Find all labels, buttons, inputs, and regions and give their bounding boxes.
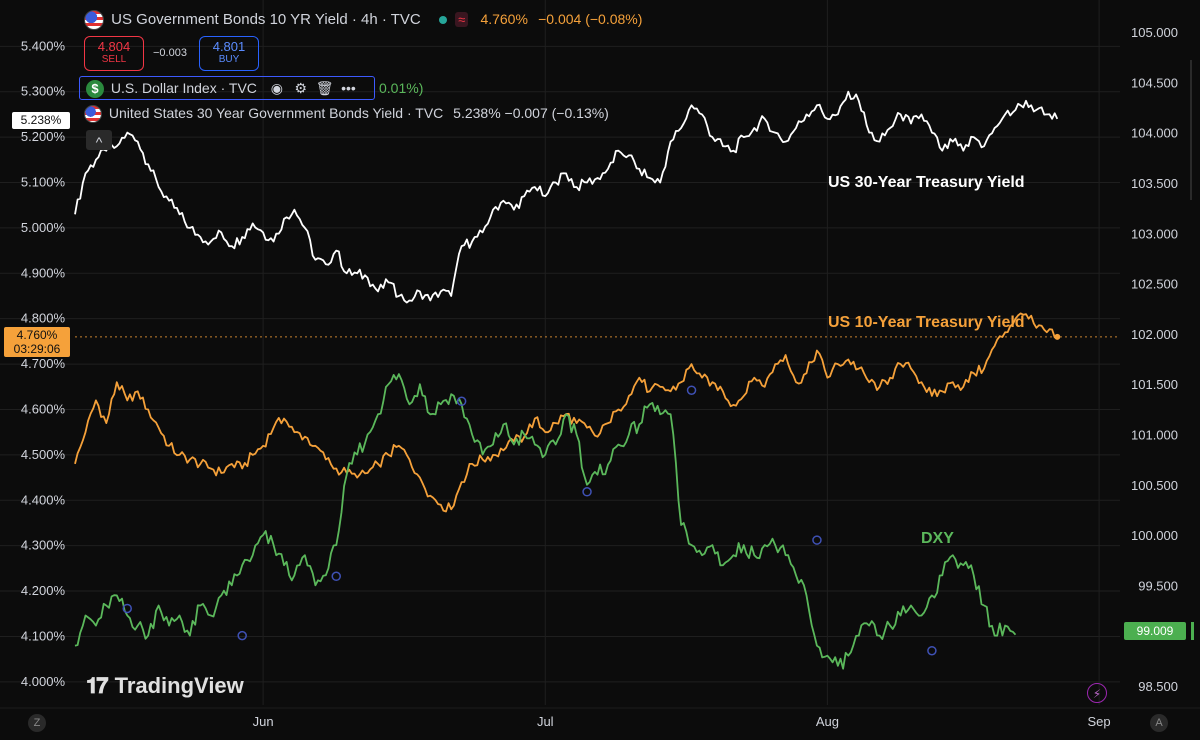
us10-price-tag-value: 4.760% <box>16 328 58 342</box>
tradingview-logo[interactable]: 𝟏𝟕 TradingView <box>86 673 244 699</box>
dollar-icon: $ <box>86 80 104 99</box>
time-tick-label: Aug <box>816 714 839 729</box>
event-marker <box>686 385 697 395</box>
live-dot-icon <box>438 16 447 24</box>
left-tick-label: 4.600% <box>21 401 66 416</box>
sell-price: 4.804 <box>97 39 131 54</box>
left-tick-label: 4.400% <box>21 492 66 507</box>
us30-price-tag: 5.238% <box>12 112 70 129</box>
event-marker <box>812 535 822 545</box>
trash-icon[interactable]: 🗑 <box>315 80 334 96</box>
left-tick-label: 4.500% <box>21 447 66 462</box>
buy-price: 4.801 <box>212 39 246 54</box>
left-tick-label: 5.200% <box>21 129 66 144</box>
sell-button[interactable]: 4.804 SELL <box>84 36 144 71</box>
us-flag-icon <box>84 105 102 124</box>
event-marker <box>582 487 592 497</box>
left-tick-label: 4.200% <box>21 583 66 598</box>
time-tick-label: Sep <box>1088 714 1111 729</box>
left-tick-label: 5.400% <box>21 38 66 53</box>
indicator-icon[interactable]: ≈ <box>455 11 469 27</box>
event-marker <box>331 571 341 582</box>
buy-button[interactable]: 4.801 BUY <box>199 36 259 71</box>
event-marker <box>456 396 467 407</box>
us30-title: United States 30 Year Government Bonds Y… <box>108 105 444 121</box>
dxy-price-tag: 99.009 <box>1124 622 1186 640</box>
right-tick-label: 101.500 <box>1131 377 1178 392</box>
us30-legend-row[interactable]: United States 30 Year Government Bonds Y… <box>84 105 609 124</box>
series-annotation: DXY <box>921 530 954 547</box>
event-marker <box>122 603 132 614</box>
us30-values: 5.238% −0.007 (−0.13%) <box>453 105 609 121</box>
series-annotation: US 10-Year Treasury Yield <box>828 314 1025 331</box>
main-series-value: 4.760% <box>480 10 528 27</box>
us10-line <box>74 312 1058 513</box>
tradingview-logo-icon: 𝟏𝟕 <box>86 673 109 698</box>
right-scroll-indicator[interactable] <box>1190 60 1192 200</box>
zoom-toggle-label: Z <box>33 717 41 729</box>
left-tick-label: 5.100% <box>21 175 66 190</box>
settings-icon[interactable]: ⚙ <box>294 80 307 96</box>
time-axis: Jun Jul Aug Sep <box>0 707 1200 729</box>
sell-label: SELL <box>101 54 127 65</box>
us-flag-icon <box>84 10 104 30</box>
event-markers <box>122 385 937 656</box>
dxy-title: U.S. Dollar Index · TVC <box>110 80 257 96</box>
us10-price-tag: 4.760% 03:29:06 <box>4 327 70 357</box>
chevron-up-icon: ^ <box>95 134 103 150</box>
right-tick-label: 102.500 <box>1131 277 1178 292</box>
left-tick-label: 4.900% <box>21 265 66 280</box>
main-legend-row[interactable]: US Government Bonds 10 YR Yield · 4h · T… <box>84 10 642 30</box>
right-tick-label: 104.500 <box>1131 75 1178 90</box>
spread-value: −0.003 <box>153 47 187 59</box>
zoom-toggle-button[interactable]: Z <box>28 714 46 732</box>
left-tick-label: 4.000% <box>21 674 66 689</box>
dxy-change: 0.01%) <box>379 80 424 96</box>
right-tick-label: 101.000 <box>1131 427 1178 442</box>
left-tick-label: 4.300% <box>21 538 66 553</box>
right-tick-label: 103.500 <box>1131 176 1178 191</box>
series-annotation: US 30-Year Treasury Yield <box>828 174 1025 191</box>
chart-grid <box>0 0 1120 705</box>
collapse-legend-button[interactable]: ^ <box>86 130 112 150</box>
eye-icon[interactable]: ◉ <box>270 80 283 96</box>
more-icon[interactable]: ••• <box>341 80 356 96</box>
right-tick-label: 105.000 <box>1131 25 1178 40</box>
left-price-axis: 5.400% 5.300% 5.200% 5.100% 5.000% 4.900% 4.80… <box>21 38 66 689</box>
main-series-title: US Government Bonds 10 YR Yield · 4h · T… <box>111 10 421 28</box>
dxy-price-tag-edge <box>1191 622 1194 640</box>
dxy-line <box>74 373 1017 670</box>
event-marker <box>927 645 937 656</box>
event-marker <box>237 630 247 641</box>
auto-scale-button[interactable]: A <box>1150 714 1168 732</box>
right-tick-label: 99.500 <box>1138 578 1178 593</box>
right-tick-label: 98.500 <box>1138 679 1178 694</box>
series-layer <box>74 90 1061 670</box>
right-tick-label: 102.000 <box>1131 327 1178 342</box>
dxy-legend-row[interactable]: $ U.S. Dollar Index · TVC ◉ ⚙ 🗑 ••• <box>79 76 375 100</box>
tradingview-wordmark: TradingView <box>114 673 244 698</box>
us10-last-point <box>1054 333 1061 340</box>
us10-countdown: 03:29:06 <box>13 342 61 356</box>
left-tick-label: 5.300% <box>21 84 66 99</box>
right-tick-label: 100.500 <box>1131 478 1178 493</box>
us30-line <box>74 90 1059 304</box>
auto-scale-label: A <box>1155 717 1163 729</box>
time-tick-label: Jul <box>537 714 554 729</box>
left-tick-label: 4.700% <box>21 356 66 371</box>
series-annotations: US 30-Year Treasury Yield US 10-Year Trea… <box>828 174 1025 547</box>
right-tick-label: 103.000 <box>1131 226 1178 241</box>
main-series-change: −0.004 (−0.08%) <box>538 10 643 27</box>
time-tick-label: Jun <box>253 714 274 729</box>
right-tick-label: 104.000 <box>1131 126 1178 141</box>
right-price-axis: 105.000 104.500 104.000 103.500 103.000 102.5… <box>1131 25 1178 694</box>
left-tick-label: 4.800% <box>21 311 66 326</box>
left-tick-label: 4.100% <box>21 628 66 643</box>
buy-label: BUY <box>218 54 240 65</box>
right-tick-label: 100.000 <box>1131 528 1178 543</box>
left-tick-label: 5.000% <box>21 220 66 235</box>
lightning-icon[interactable]: ⚡ <box>1087 683 1107 703</box>
